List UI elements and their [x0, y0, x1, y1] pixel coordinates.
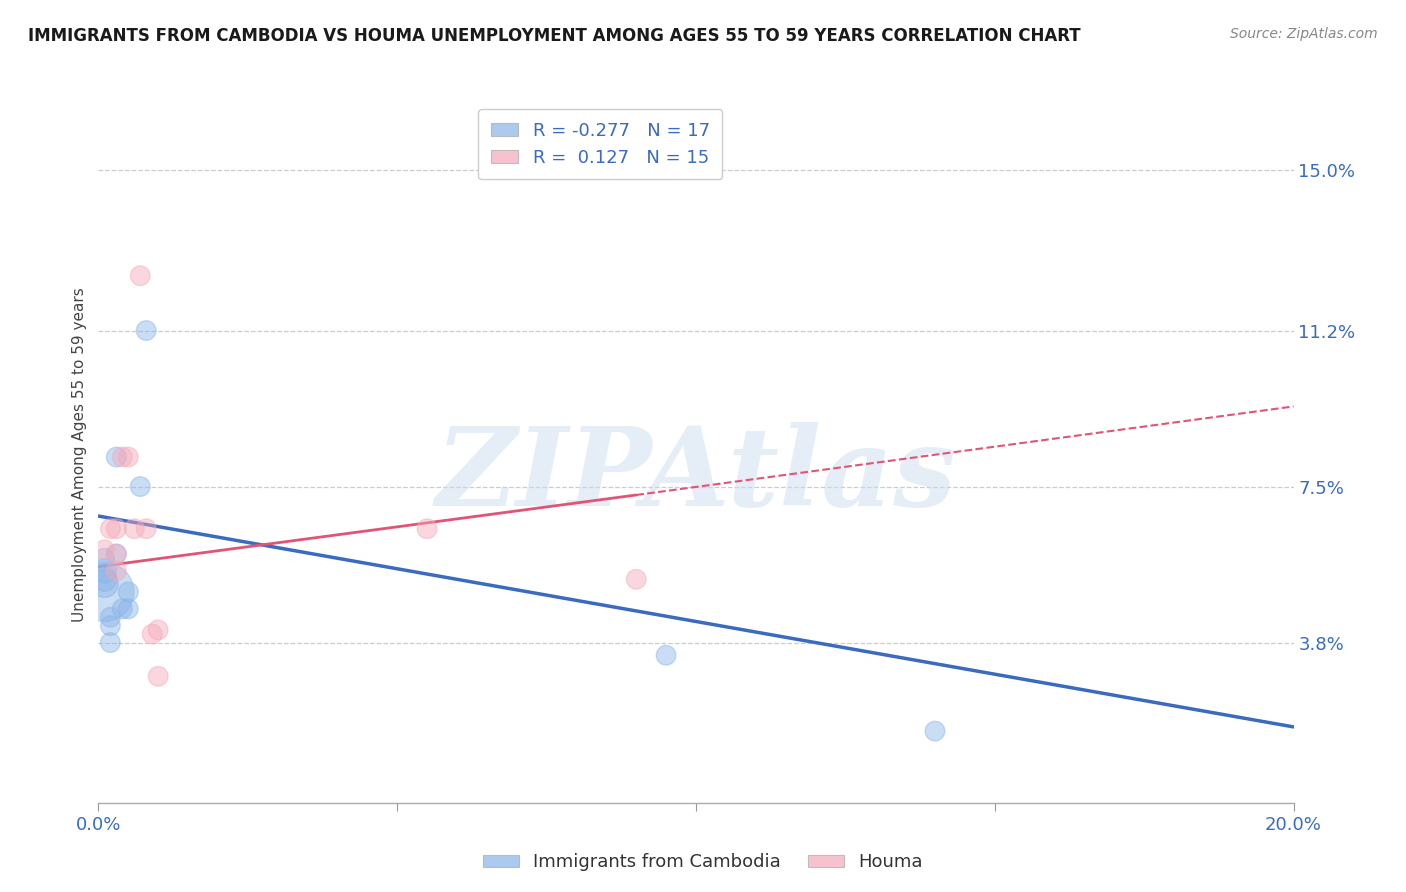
Point	[148, 623, 170, 637]
Point	[124, 522, 146, 536]
Point	[924, 724, 946, 739]
Legend: Immigrants from Cambodia, Houma: Immigrants from Cambodia, Houma	[475, 847, 931, 879]
Point	[100, 610, 122, 624]
Point	[117, 602, 139, 616]
Legend: R = -0.277   N = 17, R =  0.127   N = 15: R = -0.277 N = 17, R = 0.127 N = 15	[478, 109, 723, 179]
Point	[105, 450, 128, 464]
Point	[129, 479, 152, 493]
Point	[117, 450, 139, 464]
Point	[141, 627, 163, 641]
Point	[655, 648, 678, 663]
Point	[93, 542, 115, 557]
Point	[93, 572, 115, 586]
Point	[105, 547, 128, 561]
Point	[111, 602, 134, 616]
Point	[100, 618, 122, 632]
Point	[93, 585, 115, 599]
Point	[135, 324, 157, 338]
Point	[416, 522, 439, 536]
Point	[111, 450, 134, 464]
Point	[93, 564, 115, 578]
Point	[129, 268, 152, 283]
Text: IMMIGRANTS FROM CAMBODIA VS HOUMA UNEMPLOYMENT AMONG AGES 55 TO 59 YEARS CORRELA: IMMIGRANTS FROM CAMBODIA VS HOUMA UNEMPL…	[28, 27, 1081, 45]
Point	[105, 522, 128, 536]
Y-axis label: Unemployment Among Ages 55 to 59 years: Unemployment Among Ages 55 to 59 years	[72, 287, 87, 623]
Point	[135, 522, 157, 536]
Point	[93, 551, 115, 566]
Point	[148, 669, 170, 683]
Point	[117, 585, 139, 599]
Point	[100, 522, 122, 536]
Text: ZIPAtlas: ZIPAtlas	[436, 422, 956, 530]
Point	[105, 564, 128, 578]
Point	[626, 572, 648, 586]
Text: Source: ZipAtlas.com: Source: ZipAtlas.com	[1230, 27, 1378, 41]
Point	[105, 547, 128, 561]
Point	[100, 635, 122, 649]
Point	[93, 576, 115, 591]
